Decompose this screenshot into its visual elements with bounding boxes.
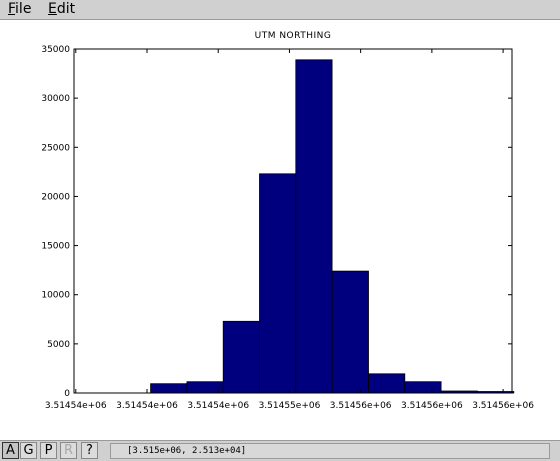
menu-edit[interactable]: Edit	[46, 1, 77, 18]
grid-button[interactable]: G	[20, 442, 37, 459]
x-tick-label: 3.51456e+06	[472, 401, 534, 411]
menu-edit-label: dit	[56, 1, 76, 17]
y-tick-label: 30000	[41, 94, 70, 104]
y-tick-label: 20000	[41, 192, 70, 202]
x-axis: 3.51454e+06 3.51454e+06 3.51454e+06 3.51455…	[45, 49, 534, 411]
y-tick-label: 5000	[47, 340, 70, 350]
autoscale-button[interactable]: A	[2, 442, 19, 459]
plot-frame	[73, 48, 513, 394]
histogram-bar-5	[331, 270, 369, 394]
histogram-bar-6	[368, 373, 406, 394]
y-tick-label: 0	[64, 389, 70, 399]
chart-title: UTM NORTHING	[255, 31, 332, 41]
reset-button[interactable]: R	[60, 442, 77, 459]
y-tick-label: 15000	[41, 242, 70, 252]
histogram-bar-4	[295, 59, 333, 394]
histogram-bar-3	[259, 173, 297, 394]
bottom-toolbar: A G P R ? [3.515e+06, 2.513e+04]	[0, 440, 560, 461]
x-tick-label: 3.51454e+06	[45, 401, 107, 411]
x-tick-label: 3.51454e+06	[187, 401, 249, 411]
menu-bar: File Edit	[0, 0, 560, 20]
y-axis: 0 5000 10000 15000 20000 25000 30000 35000	[41, 45, 512, 399]
x-tick-label: 3.51456e+06	[401, 401, 463, 411]
print-button[interactable]: P	[40, 442, 57, 459]
histogram-bar-7	[404, 381, 442, 394]
x-tick-label: 3.51456e+06	[330, 401, 392, 411]
help-button[interactable]: ?	[81, 442, 98, 459]
histogram-bars	[150, 59, 515, 394]
menu-file-mnemonic: F	[8, 1, 16, 17]
histogram-bar-2	[222, 320, 260, 394]
x-tick-label: 3.51454e+06	[116, 401, 178, 411]
menu-file[interactable]: File	[6, 1, 33, 18]
y-tick-label: 10000	[41, 291, 70, 301]
histogram-chart: UTM NORTHING 0 5000 10000 15000 20000 25000 30…	[41, 31, 534, 411]
plot-area: UTM NORTHING 0 5000 10000 15000 20000 25000 30…	[0, 20, 560, 438]
menu-edit-mnemonic: E	[48, 1, 57, 17]
coordinate-readout: [3.515e+06, 2.513e+04]	[110, 443, 550, 459]
histogram-bar-0	[150, 383, 188, 394]
y-tick-label: 35000	[41, 45, 70, 55]
x-tick-label: 3.51455e+06	[259, 401, 321, 411]
menu-file-label: ile	[15, 1, 32, 17]
y-tick-label: 25000	[41, 143, 70, 153]
